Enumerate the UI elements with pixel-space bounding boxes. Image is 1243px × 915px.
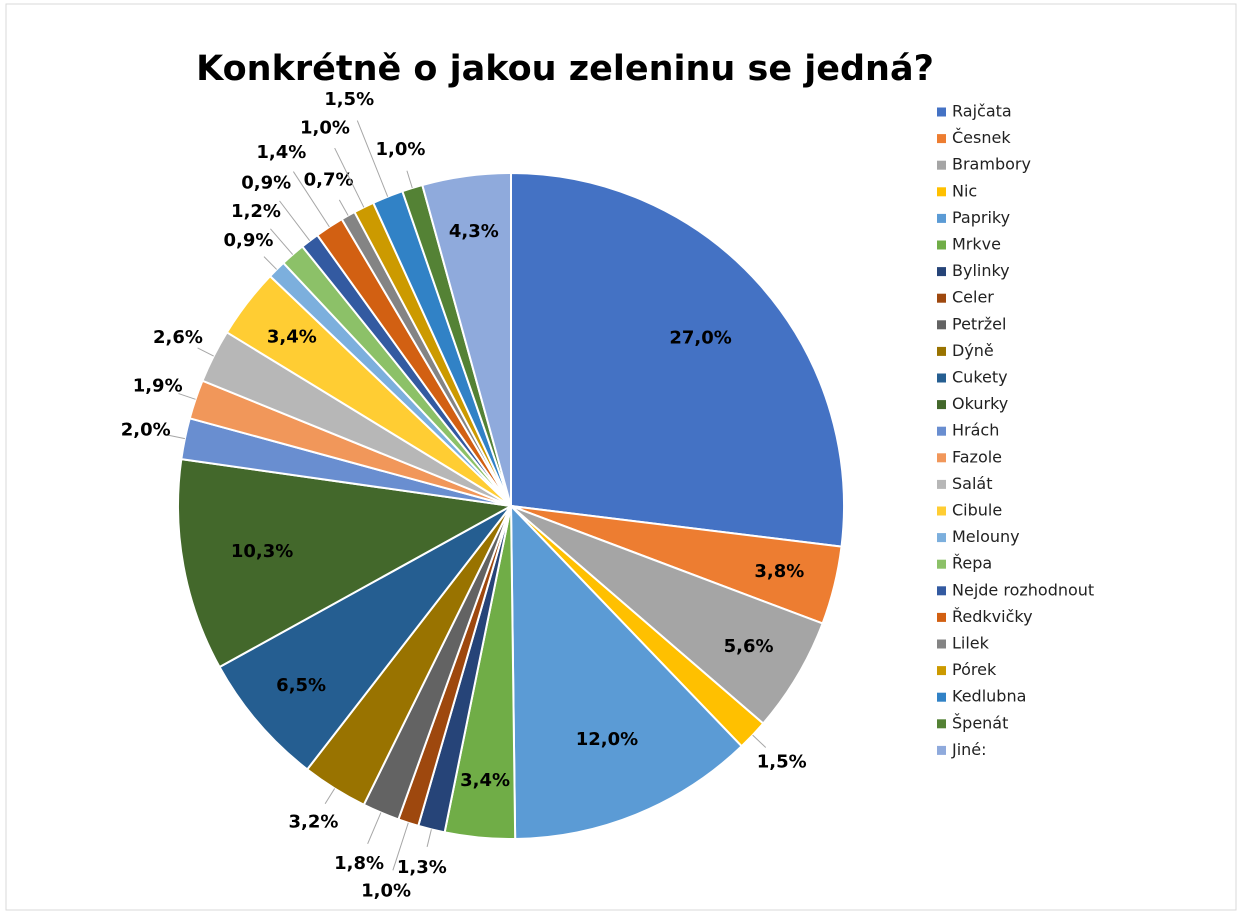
leader-line bbox=[167, 434, 185, 440]
leader-line bbox=[279, 200, 311, 242]
legend-label: Rajčata bbox=[952, 102, 1012, 121]
value-label: 2,0% bbox=[121, 420, 171, 441]
value-label: 1,0% bbox=[300, 117, 350, 138]
legend-label: Petržel bbox=[952, 314, 1006, 333]
legend-label: Brambory bbox=[952, 155, 1031, 174]
value-label: 1,5% bbox=[757, 752, 807, 773]
value-label: 2,6% bbox=[153, 327, 203, 348]
leader-line bbox=[752, 734, 767, 748]
legend-label: Nejde rozhodnout bbox=[952, 580, 1094, 599]
legend-label: Melouny bbox=[952, 527, 1020, 546]
leader-line bbox=[338, 199, 349, 216]
legend-label: Bylinky bbox=[952, 261, 1010, 280]
legend-swatch bbox=[937, 187, 946, 197]
legend-label: Celer bbox=[952, 288, 994, 307]
legend-swatch bbox=[937, 134, 946, 144]
pie-slice bbox=[177, 458, 515, 669]
leader-line bbox=[406, 170, 413, 189]
value-label: 1,3% bbox=[397, 857, 447, 878]
legend-swatch bbox=[937, 213, 946, 223]
legend-swatch bbox=[937, 453, 946, 463]
leader-line bbox=[367, 812, 382, 845]
legend-label: Fazole bbox=[952, 447, 1002, 466]
value-label: 3,2% bbox=[289, 811, 339, 832]
leader-line bbox=[392, 822, 409, 871]
legend-swatch bbox=[937, 692, 946, 702]
legend-swatch bbox=[937, 426, 946, 436]
leader-line bbox=[263, 256, 277, 270]
value-label: 3,4% bbox=[460, 770, 510, 791]
pie-slice bbox=[218, 505, 512, 771]
legend-label: Hrách bbox=[952, 421, 999, 440]
value-label: 0,9% bbox=[241, 172, 291, 193]
value-label: 0,9% bbox=[224, 230, 274, 251]
leader-line bbox=[270, 228, 294, 255]
value-label: 6,5% bbox=[276, 675, 326, 696]
legend-swatch bbox=[937, 267, 946, 277]
leader-line bbox=[334, 147, 365, 208]
legend-swatch bbox=[937, 559, 946, 569]
leader-line bbox=[356, 120, 389, 197]
value-label: 10,3% bbox=[231, 541, 293, 562]
legend-label: Jiné: bbox=[951, 740, 987, 759]
leader-line bbox=[426, 829, 432, 847]
leader-line bbox=[197, 347, 214, 357]
legend-label: Nic bbox=[952, 181, 977, 200]
legend-label: Cibule bbox=[952, 501, 1002, 520]
legend-label: Papriky bbox=[952, 208, 1010, 227]
chart-title: Konkrétně o jakou zeleninu se jedná? bbox=[196, 49, 934, 89]
leader-line bbox=[178, 393, 196, 400]
legend-label: Dýně bbox=[952, 341, 994, 360]
legend-swatch bbox=[937, 107, 946, 117]
legend-label: Řepa bbox=[952, 554, 992, 573]
legend-swatch bbox=[937, 293, 946, 303]
value-label: 3,4% bbox=[267, 327, 317, 348]
legend-swatch bbox=[937, 479, 946, 489]
legend-label: Lilek bbox=[952, 634, 990, 653]
value-label: 27,0% bbox=[669, 327, 731, 348]
legend-label: Okurky bbox=[952, 394, 1008, 413]
legend-swatch bbox=[937, 612, 946, 622]
value-label: 1,5% bbox=[324, 89, 374, 110]
pie-slice bbox=[421, 171, 512, 507]
legend-swatch bbox=[937, 719, 946, 729]
legend-label: Mrkve bbox=[952, 235, 1001, 254]
value-label: 0,7% bbox=[304, 170, 354, 191]
legend-swatch bbox=[937, 586, 946, 596]
legend-swatch bbox=[937, 373, 946, 383]
value-label: 1,9% bbox=[133, 376, 183, 397]
legend-label: Špenát bbox=[952, 713, 1008, 732]
legend-swatch bbox=[937, 320, 946, 330]
value-label: 12,0% bbox=[576, 729, 638, 750]
value-label: 1,8% bbox=[334, 853, 384, 874]
value-label: 1,0% bbox=[375, 139, 425, 160]
value-label: 1,4% bbox=[256, 142, 306, 163]
legend-swatch bbox=[937, 160, 946, 170]
legend-label: Kedlubna bbox=[952, 687, 1026, 706]
legend-swatch bbox=[937, 533, 946, 543]
pie-slice bbox=[509, 503, 744, 840]
legend-label: Ředkvičky bbox=[952, 607, 1033, 626]
legend-swatch bbox=[937, 745, 946, 755]
legend-label: Česnek bbox=[952, 128, 1011, 147]
leader-line bbox=[324, 788, 336, 805]
legend-swatch bbox=[937, 666, 946, 676]
legend-label: Pórek bbox=[952, 660, 997, 679]
value-label: 5,6% bbox=[724, 636, 774, 657]
value-label: 3,8% bbox=[754, 561, 804, 582]
legend-label: Salát bbox=[952, 474, 992, 493]
pie-slice bbox=[510, 171, 845, 548]
legend-swatch bbox=[937, 346, 946, 356]
legend-swatch bbox=[937, 506, 946, 516]
value-label: 4,3% bbox=[449, 221, 499, 242]
legend-swatch bbox=[937, 400, 946, 410]
leader-line bbox=[292, 171, 330, 228]
legend-label: Cukety bbox=[952, 368, 1008, 387]
value-label: 1,2% bbox=[231, 201, 281, 222]
value-label: 1,0% bbox=[361, 880, 411, 901]
legend-swatch bbox=[937, 240, 946, 250]
legend-swatch bbox=[937, 639, 946, 649]
